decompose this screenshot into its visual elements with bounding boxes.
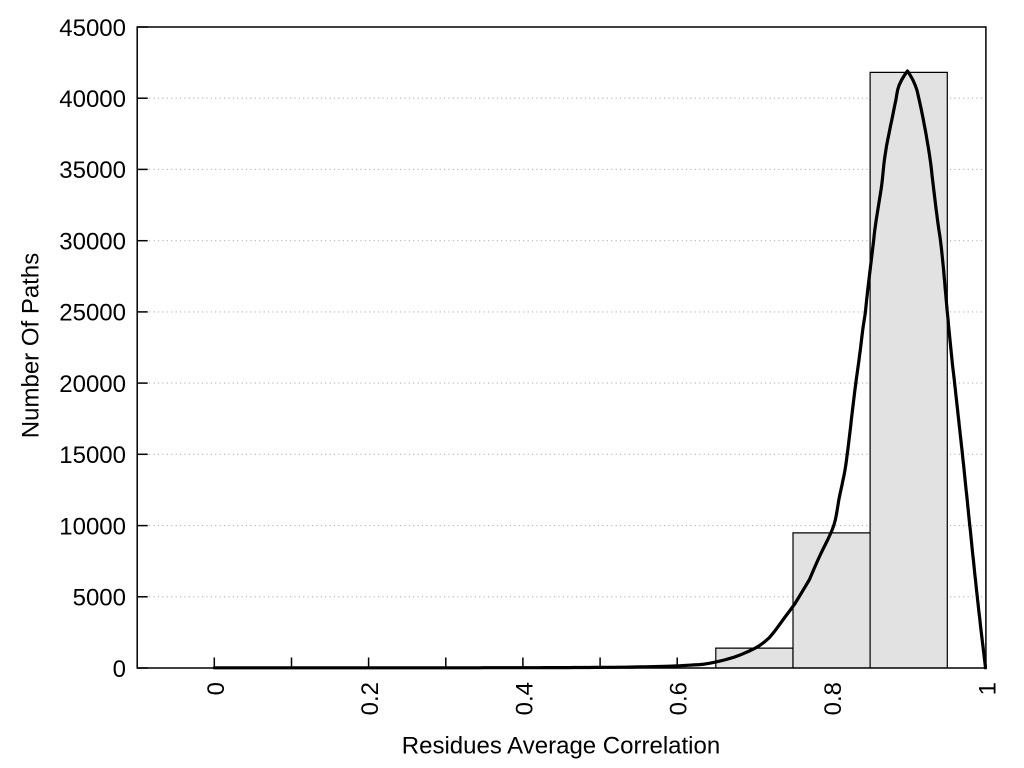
- svg-text:10000: 10000: [59, 513, 126, 540]
- svg-text:0: 0: [113, 656, 126, 683]
- svg-text:5000: 5000: [73, 585, 126, 612]
- svg-text:35000: 35000: [59, 157, 126, 184]
- svg-text:25000: 25000: [59, 300, 126, 327]
- svg-text:0.8: 0.8: [820, 682, 847, 715]
- svg-text:1: 1: [974, 682, 1001, 695]
- svg-text:0.4: 0.4: [511, 682, 538, 715]
- svg-text:Number Of Paths: Number Of Paths: [18, 253, 45, 438]
- svg-text:45000: 45000: [59, 15, 126, 42]
- svg-text:0.6: 0.6: [666, 682, 693, 715]
- svg-text:20000: 20000: [59, 371, 126, 398]
- svg-text:Residues Average Correlation: Residues Average Correlation: [402, 733, 720, 760]
- svg-text:30000: 30000: [59, 229, 126, 256]
- svg-text:0.2: 0.2: [357, 682, 384, 715]
- svg-text:15000: 15000: [59, 442, 126, 469]
- svg-text:40000: 40000: [59, 86, 126, 113]
- svg-text:0: 0: [203, 682, 230, 695]
